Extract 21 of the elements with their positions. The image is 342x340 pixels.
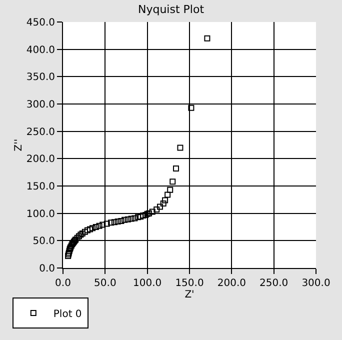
y-tick-label: 300.0	[26, 100, 55, 110]
y-tick-label: 150.0	[26, 182, 55, 192]
legend-label: Plot 0	[53, 308, 82, 320]
x-tick-label: 50.0	[94, 278, 116, 289]
y-tick-label: 350.0	[26, 72, 55, 84]
chart-title: Nyquist Plot	[138, 2, 205, 16]
y-tick-label: 200.0	[26, 154, 55, 166]
x-tick-label: 100.0	[133, 278, 162, 289]
y-tick-label: 250.0	[26, 126, 55, 138]
y-tick-label: 0.0	[39, 264, 55, 274]
y-tick-label: 50.0	[32, 236, 55, 248]
y-tick-label: 100.0	[26, 208, 55, 220]
y-tick-label: 450.0	[26, 18, 55, 28]
y-axis-title: Z''	[13, 138, 24, 152]
x-tick-label: 200.0	[217, 278, 246, 289]
y-tick-label: 400.0	[26, 44, 55, 56]
x-tick-label: 250.0	[260, 278, 288, 289]
x-tick-label: 150.0	[175, 278, 204, 289]
x-tick-label: 300.0	[302, 278, 330, 289]
x-axis-title: Z'	[184, 290, 194, 300]
x-tick-label: 0.0	[55, 278, 71, 289]
